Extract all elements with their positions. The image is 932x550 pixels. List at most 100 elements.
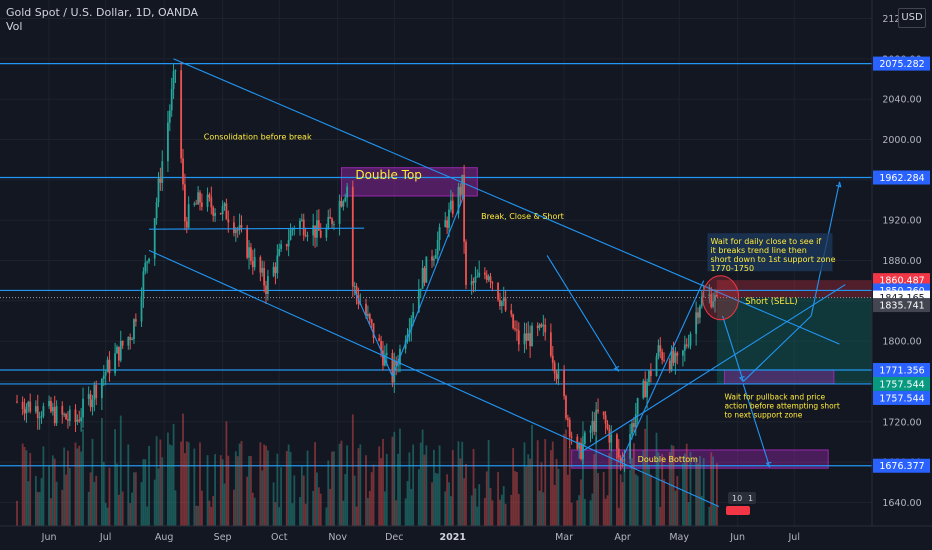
volume-bar — [331, 451, 333, 526]
candle — [668, 360, 671, 370]
volume-badge[interactable] — [728, 492, 756, 504]
candle — [578, 442, 581, 449]
upper-channel-line[interactable] — [173, 58, 840, 345]
annotations: Consolidation before break Double Top Brea… — [204, 132, 840, 515]
volume-bar — [155, 436, 158, 526]
volume-bar — [597, 473, 599, 526]
candle — [683, 344, 686, 351]
volume-bar — [87, 491, 90, 526]
double-top-leg[interactable] — [354, 290, 393, 377]
volume-bar — [317, 487, 320, 526]
volume-bar — [63, 447, 66, 526]
price-tag[interactable] — [873, 362, 930, 377]
time-tick-label: May — [669, 532, 689, 543]
time-tick-label: 2021 — [440, 532, 466, 543]
note-line: it breaks trend line then — [710, 246, 806, 255]
candle — [366, 314, 369, 316]
price-tag[interactable] — [873, 458, 930, 473]
volume-bar — [142, 459, 145, 526]
candle — [182, 158, 184, 185]
candle — [29, 401, 32, 412]
candle — [206, 194, 209, 207]
lower-channel-line[interactable] — [148, 249, 720, 507]
volume-bar — [425, 445, 428, 526]
price-tag[interactable] — [873, 298, 930, 313]
candle — [700, 296, 703, 307]
volume-bar — [644, 428, 647, 526]
candle — [53, 407, 56, 424]
volume-bar — [655, 432, 658, 526]
candle — [221, 205, 224, 215]
candle — [199, 192, 201, 203]
volume-bar — [580, 479, 582, 526]
currency-button[interactable]: USD — [898, 8, 926, 28]
candle — [697, 312, 699, 318]
time-tick-label: Mar — [555, 532, 573, 543]
volume-bar — [489, 488, 492, 526]
candle — [676, 352, 679, 356]
price-tag[interactable] — [873, 376, 930, 391]
symbol-title[interactable]: Gold Spot / U.S. Dollar, 1D, OANDA — [6, 6, 199, 19]
volume-bar — [185, 441, 188, 526]
candle — [589, 430, 592, 433]
volume-bar — [89, 472, 92, 526]
candle — [670, 350, 673, 370]
volume-bar — [631, 458, 633, 526]
rising-support-line[interactable] — [620, 280, 705, 463]
price-axis: 1640.001680.001720.001760.001800.001840.… — [871, 0, 932, 550]
volume-bar — [263, 444, 266, 526]
volume-bar — [289, 451, 292, 526]
volume-indicator-label[interactable]: Vol — [6, 20, 23, 33]
candle — [385, 353, 388, 355]
candle — [353, 286, 356, 288]
flag-icon[interactable] — [726, 506, 750, 515]
candle — [34, 406, 37, 412]
candle — [395, 361, 398, 366]
candle — [119, 340, 122, 361]
volume-bar — [355, 506, 358, 526]
candle — [566, 418, 569, 420]
double-top-leg[interactable] — [391, 194, 465, 377]
volume-bar — [100, 418, 103, 526]
arrow-head — [613, 365, 620, 372]
candle — [161, 161, 164, 183]
projected-path-line[interactable] — [742, 384, 771, 468]
candle — [557, 369, 560, 379]
consolidation-line[interactable] — [149, 227, 365, 230]
stop-loss-zone — [716, 280, 872, 298]
candle — [329, 216, 332, 219]
projected-path-line[interactable] — [722, 315, 744, 382]
price-tick-label: 2000.00 — [882, 135, 921, 146]
volume-bar — [399, 428, 401, 526]
time-tick-label: Dec — [385, 532, 403, 543]
volume-bar — [80, 451, 83, 526]
candle — [434, 254, 437, 259]
volume-bar — [657, 452, 660, 526]
candle — [267, 276, 269, 295]
volume-bar — [104, 502, 107, 526]
volume-bar — [700, 495, 703, 526]
move-arrow-line[interactable] — [546, 255, 620, 372]
volume-bar — [251, 492, 254, 526]
volume-bar — [472, 448, 475, 526]
volume-bar — [325, 507, 328, 526]
candle — [433, 258, 435, 261]
volume-bar — [40, 478, 43, 526]
volume-bar — [623, 467, 626, 526]
arrow-head — [835, 181, 842, 188]
volume-bar — [595, 436, 598, 526]
price-tag[interactable] — [873, 390, 930, 405]
long-term-trend-line[interactable] — [580, 284, 846, 453]
volume-bar — [714, 505, 716, 526]
volume-bar — [53, 458, 56, 526]
volume-bar — [68, 467, 71, 526]
price-tag[interactable] — [873, 170, 930, 185]
projected-path-line[interactable] — [742, 315, 812, 382]
volume-bar — [131, 492, 133, 526]
price-tag[interactable] — [873, 56, 930, 71]
candle — [159, 178, 162, 183]
candle — [306, 235, 309, 237]
volume-bar — [421, 429, 424, 526]
volume-bar — [117, 494, 120, 526]
